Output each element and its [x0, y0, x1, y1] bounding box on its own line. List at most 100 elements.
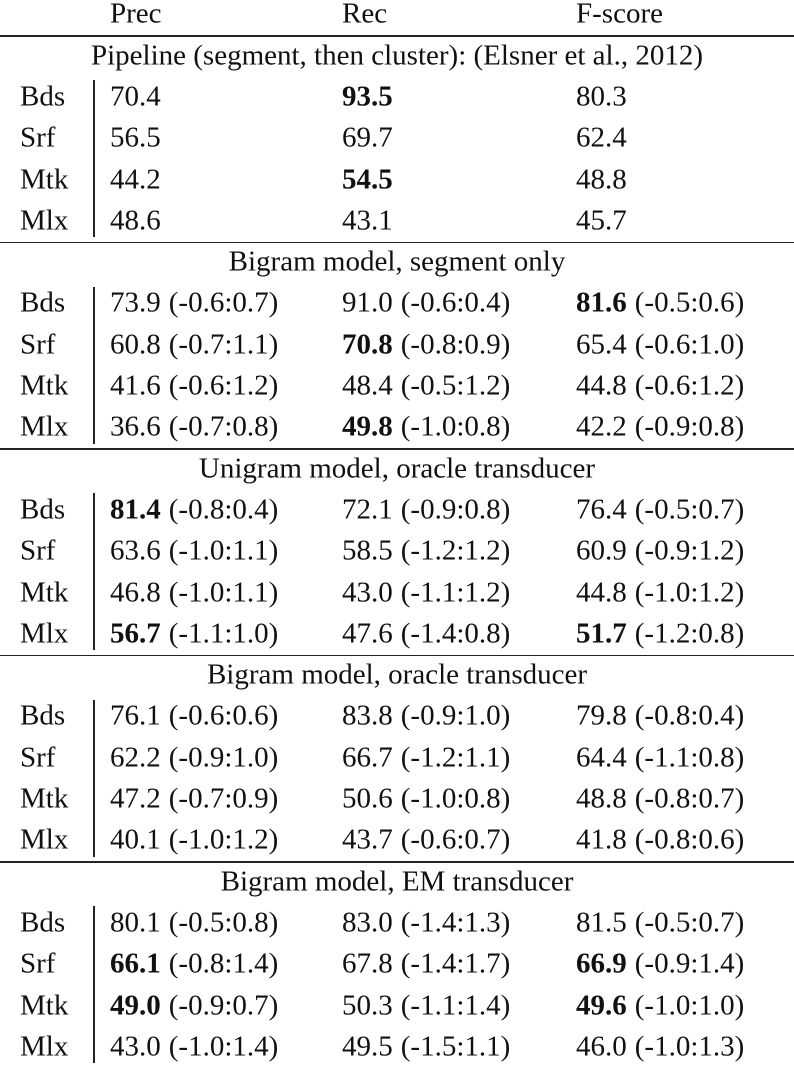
- cell-range: (-0.6:1.0): [634, 328, 745, 361]
- cell: 67.8 (-1.4:1.7): [342, 947, 511, 980]
- cell: 62.2 (-0.9:1.0): [110, 743, 278, 772]
- cell-range: (-0.6:0.6): [168, 699, 279, 732]
- cell: 48.8: [576, 165, 627, 194]
- cell-range: (-1.2:0.8): [634, 617, 745, 650]
- cell-range: (-1.0:1.3): [634, 1030, 745, 1063]
- section-rule: [0, 448, 794, 450]
- cell-value: 83.8: [342, 699, 393, 732]
- cell-value: 49.6: [576, 989, 627, 1022]
- cell-value: 91.0: [342, 286, 393, 319]
- cell: 73.9 (-0.6:0.7): [110, 288, 278, 318]
- cell: 41.6 (-0.6:1.2): [110, 369, 279, 402]
- cell-range: (-1.1:1.4): [400, 989, 511, 1022]
- cell: 91.0 (-0.6:0.4): [342, 286, 511, 319]
- cell: 80.3: [576, 82, 627, 111]
- row-label: Mlx: [20, 1030, 69, 1063]
- cell-value: 41.8: [576, 823, 627, 856]
- cell: 56.7 (-1.1:1.0): [110, 619, 278, 648]
- cell-range: (-1.0:1.4): [168, 1030, 279, 1063]
- cell-range: (-1.4:1.7): [400, 947, 511, 980]
- cell-value: 64.4: [576, 741, 627, 774]
- cell: 69.7: [342, 123, 393, 153]
- cell-value: 50.6: [342, 782, 393, 815]
- cell-value: 83.0: [342, 906, 393, 939]
- cell-range: (-1.2:1.2): [400, 534, 511, 567]
- cell-range: (-1.1:1.0): [168, 617, 279, 650]
- cell-range: (-1.1:1.2): [400, 576, 511, 609]
- row-label: Bds: [20, 493, 66, 526]
- cell-range: (-0.9:1.0): [168, 741, 279, 774]
- cell-range: (-0.9:1.0): [400, 699, 511, 732]
- row-label: Bds: [20, 80, 66, 113]
- cell: 76.1 (-0.6:0.6): [110, 699, 279, 732]
- cell-range: (-0.5:0.8): [168, 906, 279, 939]
- cell-range: (-1.0:1.2): [634, 576, 745, 609]
- cell-range: (-0.5:0.6): [634, 286, 745, 319]
- row-label: Srf: [20, 947, 56, 980]
- row-label: Srf: [20, 741, 56, 774]
- section-rule: [0, 654, 794, 656]
- column-divider: [93, 493, 95, 651]
- cell-value: 79.8: [576, 699, 627, 732]
- cell-value: 66.9: [576, 947, 627, 980]
- cell-range: (-0.6:1.2): [168, 369, 279, 402]
- cell-value: 60.8: [110, 328, 161, 361]
- cell: 81.6 (-0.5:0.6): [576, 286, 745, 319]
- row-label: Srf: [20, 328, 56, 361]
- cell-value: 62.4: [576, 121, 627, 154]
- cell-range: (-0.8:0.4): [634, 699, 745, 732]
- row-label: Bds: [20, 906, 66, 939]
- cell-range: (-0.8:1.4): [168, 947, 279, 980]
- cell: 50.6 (-1.0:0.8): [342, 782, 510, 815]
- row-label: Mlx: [20, 617, 69, 650]
- cell-range: (-0.6:0.7): [400, 823, 511, 856]
- cell: 70.4: [110, 82, 161, 111]
- cell-value: 81.4: [110, 493, 161, 526]
- cell-value: 48.4: [342, 369, 393, 402]
- cell-value: 44.8: [576, 369, 627, 402]
- cell-value: 54.5: [342, 163, 393, 196]
- cell-range: (-0.9:0.8): [634, 410, 745, 443]
- cell: 46.0 (-1.0:1.3): [576, 1032, 744, 1061]
- cell: 42.2 (-0.9:0.8): [576, 410, 745, 443]
- cell-value: 56.5: [110, 121, 161, 154]
- cell: 47.6 (-1.4:0.8): [342, 619, 510, 648]
- cell-range: (-0.8:0.4): [168, 493, 279, 526]
- cell-value: 44.2: [110, 163, 161, 196]
- cell: 56.5: [110, 121, 161, 154]
- cell-value: 36.6: [110, 410, 161, 443]
- cell: 45.7: [576, 206, 627, 235]
- row-label: Mtk: [20, 369, 69, 402]
- cell: 62.4: [576, 121, 627, 154]
- section-title: Bigram model, segment only: [228, 245, 566, 278]
- cell: 72.1 (-0.9:0.8): [342, 495, 510, 524]
- cell-value: 63.6: [110, 534, 161, 567]
- cell-value: 43.1: [342, 204, 393, 237]
- cell-value: 66.7: [342, 741, 393, 774]
- cell: 44.8 (-1.0:1.2): [576, 578, 744, 607]
- cell: 81.5 (-0.5:0.7): [576, 908, 744, 937]
- cell: 49.6 (-1.0:1.0): [576, 991, 744, 1020]
- cell: 44.2: [110, 165, 161, 194]
- cell: 49.8 (-1.0:0.8): [342, 412, 510, 442]
- cell-value: 93.5: [342, 80, 393, 113]
- section-title: Unigram model, oracle transducer: [198, 452, 596, 485]
- cell-range: (-0.9:1.2): [634, 534, 745, 567]
- cell-value: 41.6: [110, 369, 161, 402]
- cell-range: (-0.6:0.4): [400, 286, 511, 319]
- cell: 80.1 (-0.5:0.8): [110, 908, 278, 937]
- cell-range: (-1.1:0.8): [634, 741, 745, 774]
- cell-range: (-1.0:1.2): [168, 823, 279, 856]
- cell: 93.5: [342, 82, 393, 111]
- cell: 44.8 (-0.6:1.2): [576, 369, 744, 402]
- cell-range: (-0.7:0.9): [168, 782, 279, 815]
- cell-value: 49.0: [110, 989, 161, 1022]
- cell-value: 67.8: [342, 947, 393, 980]
- cell: 43.1: [342, 206, 393, 235]
- row-label: Bds: [20, 286, 66, 319]
- cell-value: 80.1: [110, 906, 161, 939]
- cell-value: 48.8: [576, 782, 627, 815]
- row-label: Mtk: [20, 163, 69, 196]
- cell-value: 40.1: [110, 823, 161, 856]
